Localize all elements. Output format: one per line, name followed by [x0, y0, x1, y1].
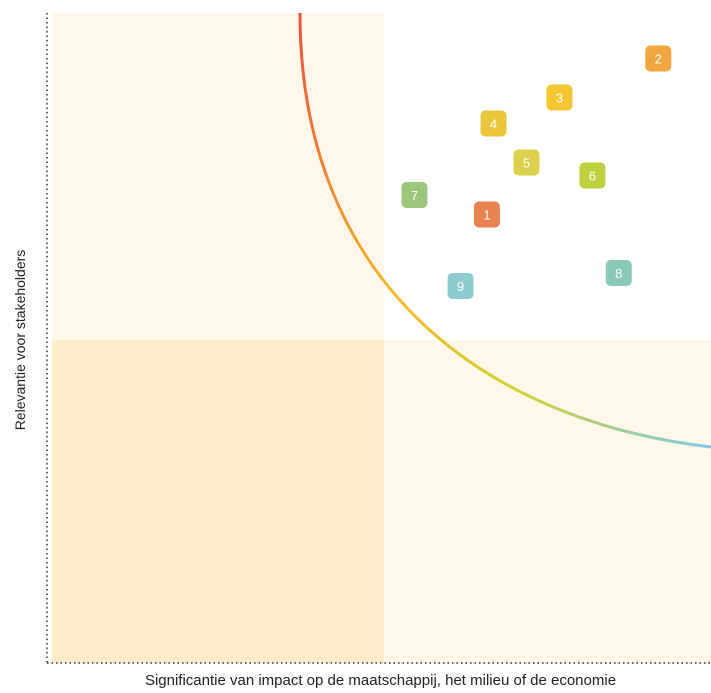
quadrant-top-left	[52, 13, 384, 340]
point-marker-2	[645, 45, 672, 72]
point-marker-5	[513, 149, 540, 176]
point-label-9: 9	[457, 279, 464, 294]
data-point-3: 3	[546, 84, 573, 111]
data-point-2: 2	[645, 45, 672, 72]
x-axis-label: Significantie van impact op de maatschap…	[144, 672, 617, 689]
quadrant-bottom-right	[384, 340, 711, 663]
threshold-curve	[298, 12, 711, 449]
data-point-7: 7	[401, 182, 428, 208]
quadrant-bottom-left	[52, 340, 384, 663]
data-points: 1 2 3 4 5 6 7 8 9	[401, 45, 672, 299]
y-axis-label: Relevantie voor stakeholders	[12, 249, 28, 431]
point-marker-8	[605, 260, 632, 286]
point-label-7: 7	[411, 188, 418, 203]
data-point-9: 9	[447, 273, 474, 299]
y-axis-label-wrap: Relevantie voor stakeholders	[0, 0, 32, 693]
point-label-1: 1	[483, 208, 490, 223]
point-marker-7	[401, 182, 428, 208]
point-marker-1	[473, 201, 500, 228]
point-label-8: 8	[615, 266, 622, 281]
point-marker-3	[546, 84, 573, 111]
data-point-5: 5	[513, 149, 540, 176]
data-point-6: 6	[579, 162, 606, 189]
point-label-4: 4	[490, 117, 497, 132]
point-marker-4	[480, 110, 507, 137]
point-label-2: 2	[655, 52, 662, 67]
point-label-3: 3	[556, 91, 563, 106]
point-marker-9	[447, 273, 474, 299]
data-point-1: 1	[473, 201, 500, 228]
quadrant-backgrounds	[52, 13, 711, 663]
data-point-8: 8	[605, 260, 632, 286]
point-label-6: 6	[589, 169, 596, 184]
point-marker-6	[579, 162, 606, 189]
data-point-4: 4	[480, 110, 507, 137]
point-label-5: 5	[523, 156, 530, 171]
